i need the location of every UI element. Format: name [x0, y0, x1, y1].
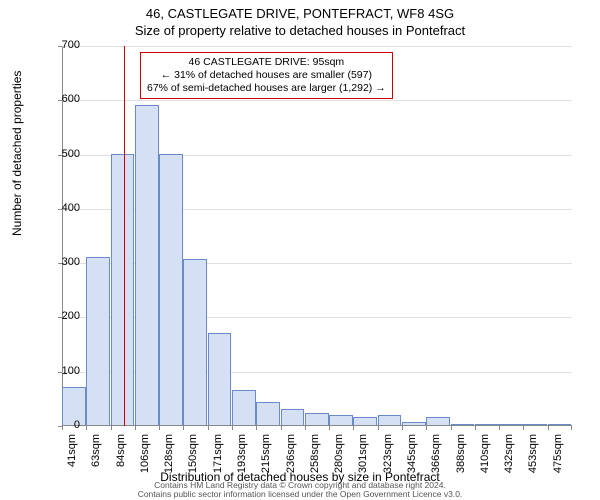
annotation-line-1: 46 CASTLEGATE DRIVE: 95sqm	[147, 56, 386, 69]
histogram-bar	[305, 413, 329, 425]
x-tick-label: 236sqm	[285, 434, 297, 474]
x-tick-mark	[256, 426, 257, 430]
y-tick-label: 400	[40, 202, 80, 214]
x-tick-mark	[183, 426, 184, 430]
x-tick-label: 410sqm	[479, 434, 491, 474]
plot-region: 41sqm63sqm84sqm106sqm128sqm150sqm171sqm1…	[62, 46, 572, 426]
histogram-bar	[378, 415, 402, 425]
marker-line	[124, 46, 125, 426]
x-tick-mark	[475, 426, 476, 430]
x-tick-mark	[571, 426, 572, 430]
histogram-bar	[329, 415, 353, 425]
x-tick-label: 128sqm	[163, 434, 175, 474]
histogram-bar	[183, 259, 207, 425]
x-tick-mark	[402, 426, 403, 430]
x-tick-mark	[329, 426, 330, 430]
x-tick-label: 280sqm	[333, 434, 345, 474]
x-tick-label: 150sqm	[187, 434, 199, 474]
histogram-bar	[281, 409, 305, 425]
x-tick-label: 84sqm	[115, 434, 127, 474]
annotation-callout: 46 CASTLEGATE DRIVE: 95sqm ← 31% of deta…	[140, 52, 393, 99]
x-tick-mark	[232, 426, 233, 430]
histogram-bar	[256, 402, 280, 425]
y-tick-label: 600	[40, 93, 80, 105]
x-tick-label: 215sqm	[260, 434, 272, 474]
page-title-line-1: 46, CASTLEGATE DRIVE, PONTEFRACT, WF8 4S…	[0, 0, 600, 21]
histogram-bar	[523, 424, 547, 425]
x-tick-label: 106sqm	[139, 434, 151, 474]
x-tick-label: 475sqm	[552, 434, 564, 474]
gridline	[62, 46, 572, 47]
histogram-bar	[232, 390, 256, 425]
x-tick-label: 63sqm	[90, 434, 102, 474]
x-tick-label: 453sqm	[527, 434, 539, 474]
x-tick-label: 366sqm	[430, 434, 442, 474]
annotation-line-2: ← 31% of detached houses are smaller (59…	[147, 69, 386, 82]
x-tick-mark	[548, 426, 549, 430]
x-tick-mark	[305, 426, 306, 430]
y-tick-label: 100	[40, 365, 80, 377]
histogram-bar	[159, 154, 183, 425]
histogram-bar	[426, 417, 450, 425]
x-tick-mark	[86, 426, 87, 430]
x-tick-label: 323sqm	[382, 434, 394, 474]
x-tick-mark	[111, 426, 112, 430]
x-tick-label: 301sqm	[357, 434, 369, 474]
x-tick-label: 345sqm	[406, 434, 418, 474]
x-tick-mark	[281, 426, 282, 430]
footer-attribution: Contains HM Land Registry data © Crown c…	[0, 481, 600, 500]
histogram-bar	[208, 333, 232, 425]
x-tick-mark	[353, 426, 354, 430]
x-tick-mark	[499, 426, 500, 430]
x-tick-label: 41sqm	[66, 434, 78, 474]
gridline	[62, 100, 572, 101]
x-tick-label: 432sqm	[503, 434, 515, 474]
x-tick-label: 388sqm	[455, 434, 467, 474]
histogram-bar	[86, 257, 110, 425]
histogram-bar	[353, 417, 377, 425]
x-tick-label: 258sqm	[309, 434, 321, 474]
x-tick-mark	[426, 426, 427, 430]
chart-area: 41sqm63sqm84sqm106sqm128sqm150sqm171sqm1…	[62, 46, 572, 426]
histogram-bar	[111, 154, 135, 425]
histogram-bar	[135, 105, 159, 425]
y-tick-label: 500	[40, 148, 80, 160]
x-tick-mark	[135, 426, 136, 430]
y-tick-label: 0	[40, 419, 80, 431]
y-axis-label: Number of detached properties	[10, 71, 24, 236]
x-tick-mark	[451, 426, 452, 430]
y-tick-label: 300	[40, 256, 80, 268]
y-tick-label: 200	[40, 310, 80, 322]
histogram-bar	[548, 424, 572, 425]
x-tick-label: 171sqm	[212, 434, 224, 474]
x-tick-mark	[159, 426, 160, 430]
histogram-bar	[499, 424, 523, 425]
x-tick-mark	[523, 426, 524, 430]
y-tick-label: 700	[40, 39, 80, 51]
x-tick-label: 193sqm	[236, 434, 248, 474]
footer-line-2: Contains public sector information licen…	[0, 490, 600, 499]
annotation-line-3: 67% of semi-detached houses are larger (…	[147, 82, 386, 95]
x-tick-mark	[208, 426, 209, 430]
histogram-bar	[451, 424, 475, 425]
histogram-bar	[475, 424, 499, 425]
x-axis-line	[62, 425, 572, 426]
x-tick-mark	[378, 426, 379, 430]
page-title-line-2: Size of property relative to detached ho…	[0, 21, 600, 38]
histogram-bar	[402, 422, 426, 425]
